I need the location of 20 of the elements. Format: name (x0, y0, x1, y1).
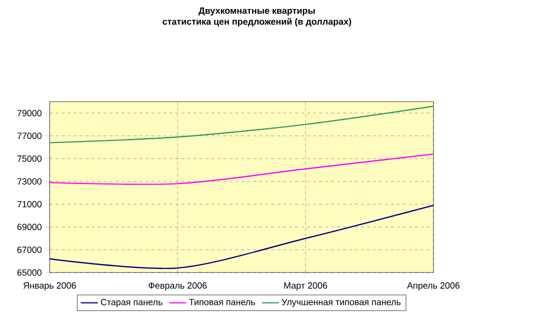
line-series (50, 153, 434, 185)
legend-label: Улучшенная типовая панель (282, 298, 401, 307)
x-tick-label: Апрель 2006 (407, 282, 460, 290)
x-tick-label: Февраль 2006 (148, 282, 207, 290)
y-tick-label: 71000 (17, 200, 42, 208)
y-tick-label: 79000 (17, 110, 42, 116)
y-tick-label: 69000 (17, 224, 42, 230)
y-tick-label: 75000 (17, 155, 42, 162)
chart-title: Двухкомнатные квартиры (198, 7, 315, 16)
y-tick-label: 73000 (17, 178, 42, 184)
legend-label: Старая панель (100, 298, 162, 307)
y-tick-label: 77000 (17, 132, 42, 139)
x-tick-label: Март 2006 (284, 282, 328, 290)
line-series (50, 105, 434, 144)
x-tick-label: Январь 2006 (23, 282, 76, 290)
y-tick-label: 65000 (17, 269, 42, 276)
legend-label: Типовая панель (189, 298, 255, 306)
line-series (50, 204, 434, 269)
y-tick-label: 67000 (17, 246, 42, 253)
chart-subtitle: статистика цен предложений (в долларах) (162, 18, 352, 26)
